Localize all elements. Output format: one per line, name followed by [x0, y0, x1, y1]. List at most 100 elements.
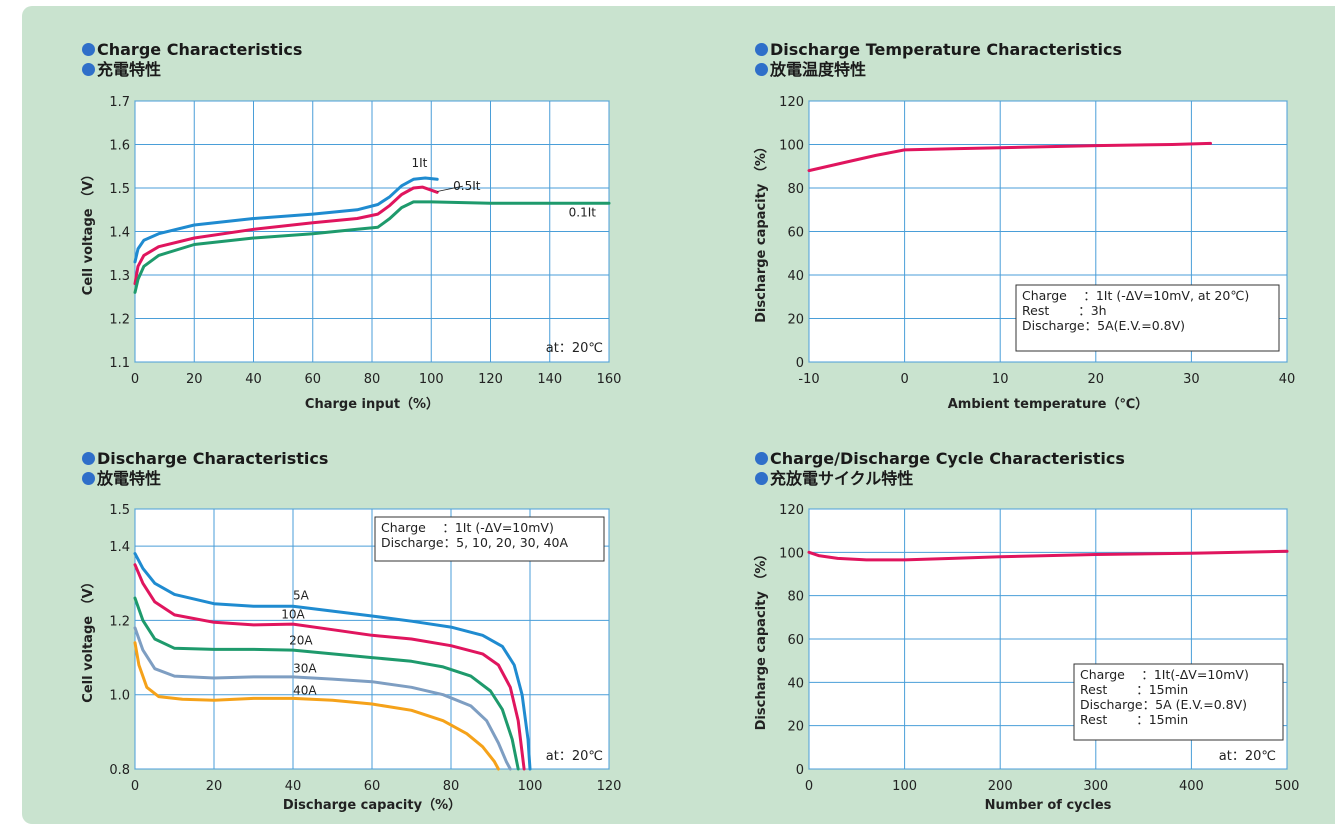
x-tick-label: 10: [992, 372, 1009, 387]
bullet-icon: [82, 472, 95, 485]
x-tick-label: 120: [597, 779, 622, 794]
series-line-0-5it: [133, 185, 439, 286]
y-tick-label: 80: [787, 590, 804, 605]
x-tick-label: 20: [1088, 372, 1105, 387]
temp-chart-heading: Discharge Temperature Characteristics 放電…: [755, 40, 1122, 80]
x-tick-label: 300: [1083, 779, 1108, 794]
y-tick-label: 0: [796, 356, 804, 371]
bullet-icon: [755, 43, 768, 56]
series-label: 0.5It: [453, 179, 481, 193]
y-tick-label: 80: [787, 182, 804, 197]
series-label: 20A: [289, 634, 313, 648]
series-line-10a: [133, 563, 526, 771]
y-axis-label: Discharge capacity （%）: [753, 140, 769, 323]
x-tick-label: -10: [798, 372, 819, 387]
y-axis-label: Discharge capacity （%）: [753, 548, 769, 731]
x-axis-label: Discharge capacity（%）: [283, 797, 461, 813]
test-condition-line: Charge ：1It (-ΔV=10mV): [381, 520, 554, 535]
x-tick-label: 0: [805, 779, 813, 794]
x-tick-label: 100: [419, 372, 444, 387]
x-tick-label: 160: [597, 372, 622, 387]
x-tick-label: 20: [186, 372, 203, 387]
test-conditions-box: [374, 516, 605, 562]
y-tick-label: 1.2: [109, 614, 130, 629]
bullet-icon: [755, 472, 768, 485]
y-tick-label: 1.4: [109, 226, 130, 241]
y-tick-label: 20: [787, 313, 804, 328]
test-condition-line: Rest ：3h: [1022, 303, 1107, 318]
cycle-title-en: Charge/Discharge Cycle Characteristics: [770, 449, 1125, 468]
y-tick-label: 100: [779, 546, 804, 561]
y-tick-label: 60: [787, 633, 804, 648]
y-tick-label: 20: [787, 720, 804, 735]
temperature-note: at：20℃: [1219, 749, 1276, 764]
bullet-icon: [755, 63, 768, 76]
series-line-5a: [133, 552, 532, 771]
x-tick-label: 60: [304, 372, 321, 387]
bullet-icon: [755, 452, 768, 465]
series-label: 5A: [293, 588, 310, 602]
bullet-icon: [82, 43, 95, 56]
y-tick-label: 0: [796, 763, 804, 778]
bullet-icon: [82, 63, 95, 76]
x-tick-label: 80: [443, 779, 460, 794]
series-label: 40A: [293, 684, 317, 698]
y-tick-label: 40: [787, 269, 804, 284]
test-condition-line: Rest ：15min: [1080, 682, 1188, 697]
temperature-note: at：20℃: [546, 341, 603, 356]
discharge-chart-heading: Discharge Characteristics 放電特性: [82, 449, 328, 489]
temp-title-en: Discharge Temperature Characteristics: [770, 40, 1123, 59]
cycle-title-ja: 充放電サイクル特性: [770, 469, 914, 488]
x-tick-label: 0: [131, 372, 139, 387]
y-tick-label: 0.8: [109, 763, 130, 778]
x-axis-label: Charge input（%）: [305, 396, 439, 412]
x-tick-label: 20: [206, 779, 223, 794]
x-tick-label: 40: [245, 372, 262, 387]
y-tick-label: 1.0: [109, 689, 130, 704]
y-tick-label: 1.7: [109, 95, 130, 110]
x-axis-label: Number of cycles: [985, 798, 1112, 813]
x-tick-label: 500: [1275, 779, 1300, 794]
cycle-chart-heading: Charge/Discharge Cycle Characteristics 充…: [755, 449, 1125, 489]
y-tick-label: 40: [787, 676, 804, 691]
charge-chart-heading: Charge Characteristics 充電特性: [82, 40, 302, 80]
discharge-title-en: Discharge Characteristics: [97, 449, 329, 468]
test-condition-line: Discharge：5A(E.V.=0.8V): [1022, 318, 1185, 333]
y-tick-label: 1.1: [109, 356, 130, 371]
x-tick-label: 200: [988, 779, 1013, 794]
series-line-20a: [133, 596, 520, 771]
test-condition-line: Charge ：1It (-ΔV=10mV, at 20℃): [1022, 288, 1249, 303]
series-line-40a: [133, 641, 500, 771]
bullet-icon: [82, 452, 95, 465]
series-line-0: [807, 141, 1212, 173]
test-condition-line: Discharge：5, 10, 20, 30, 40A: [381, 535, 568, 550]
x-tick-label: 0: [131, 779, 139, 794]
x-tick-label: 30: [1183, 372, 1200, 387]
y-tick-label: 1.4: [109, 540, 130, 555]
series-label: 0.1It: [569, 205, 597, 219]
test-condition-line: Discharge：5A (E.V.=0.8V): [1080, 697, 1247, 712]
y-tick-label: 60: [787, 226, 804, 241]
x-tick-label: 60: [364, 779, 381, 794]
y-axis-label: Cell voltage （V）: [80, 168, 96, 295]
x-tick-label: 80: [364, 372, 381, 387]
x-tick-label: 0: [900, 372, 908, 387]
y-tick-label: 1.3: [109, 269, 130, 284]
series-line-30a: [133, 626, 512, 771]
discharge-title-ja: 放電特性: [97, 469, 162, 488]
series-label-leader: [437, 185, 463, 192]
x-tick-label: 40: [285, 779, 302, 794]
test-conditions-box: [1073, 663, 1284, 741]
temp-title-ja: 放電温度特性: [770, 60, 867, 79]
charge-title-en: Charge Characteristics: [97, 40, 303, 59]
series-label: 1It: [411, 156, 427, 170]
y-tick-label: 1.2: [109, 313, 130, 328]
x-axis-label: Ambient temperature（℃）: [948, 396, 1149, 412]
series-line-1it: [133, 176, 439, 264]
x-tick-label: 100: [892, 779, 917, 794]
x-tick-label: 100: [518, 779, 543, 794]
charge-title-ja: 充電特性: [97, 60, 162, 79]
